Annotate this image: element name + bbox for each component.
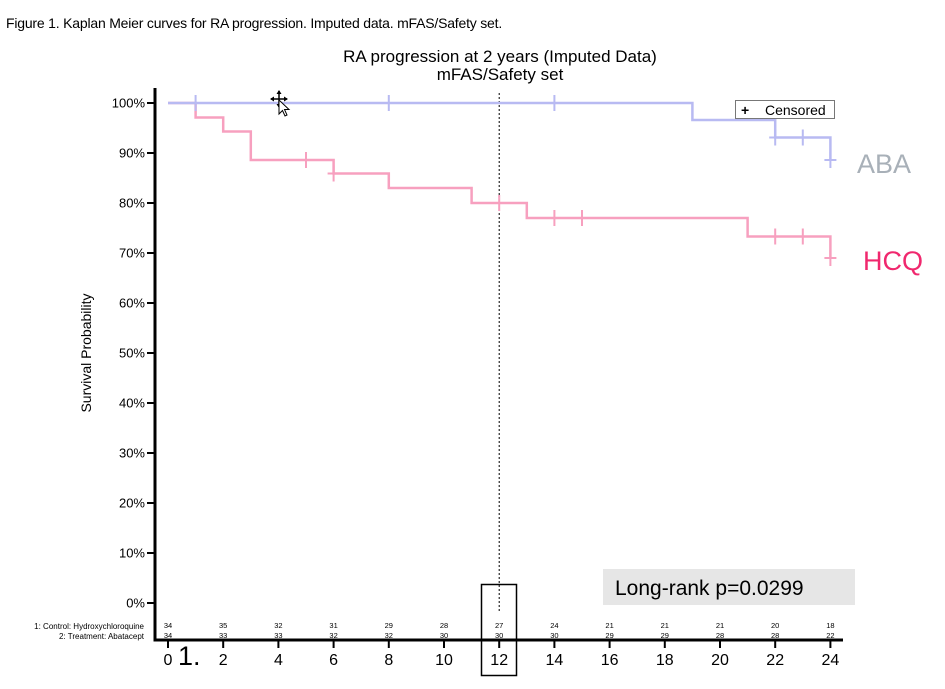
y-tick-label: 60% [119, 296, 145, 311]
y-axis-label: Survival Probability [78, 293, 94, 412]
risk-count: 32 [274, 621, 282, 630]
x-tick-label: 6 [329, 652, 338, 669]
x-tick-label: 2 [219, 652, 228, 669]
censor-mark-aba [769, 129, 782, 146]
risk-count: 34 [164, 621, 172, 630]
curve-aba [168, 101, 832, 160]
censor-mark-hcq [300, 152, 312, 168]
y-tick-label: 30% [119, 446, 145, 461]
y-tick-label: 90% [119, 146, 145, 161]
y-tick-label: 40% [119, 396, 145, 411]
pvalue-annotation: Long-rank p=0.0299 [603, 569, 855, 605]
risk-count: 28 [771, 631, 779, 640]
y-tick-label: 80% [119, 196, 145, 211]
risk-count: 21 [716, 621, 724, 630]
legend-box [735, 100, 835, 119]
censor-mark-aba [824, 152, 837, 168]
chart-subtitle: mFAS/Safety set [436, 65, 564, 84]
censor-mark-aba [189, 95, 202, 111]
pvalue-box [603, 569, 855, 605]
risk-count: 21 [661, 621, 669, 630]
risk-count: 32 [329, 631, 337, 640]
risk-count: 24 [550, 621, 558, 630]
overlay-text: 1. [178, 641, 201, 671]
x-tick-label: 4 [274, 652, 283, 669]
risk-count: 29 [661, 631, 669, 640]
risk-count: 30 [440, 631, 448, 640]
censor-mark-hcq [493, 195, 506, 211]
risk-count: 18 [826, 621, 834, 630]
censor-mark-hcq [327, 165, 340, 182]
highlight-box-12 [480, 583, 518, 677]
censor-mark-hcq [548, 210, 561, 226]
series-label-aba: ABA [857, 149, 911, 179]
x-tick-label: 12 [490, 652, 508, 669]
risk-count: 31 [329, 621, 337, 630]
y-tick-label: 50% [119, 346, 145, 361]
risk-count: 30 [550, 631, 558, 640]
risk-count: 33 [219, 631, 227, 640]
x-tick-label: 20 [711, 652, 729, 669]
y-tick-label: 100% [112, 96, 146, 111]
risk-count: 30 [495, 631, 503, 640]
risk-count: 32 [385, 631, 393, 640]
risk-row-label: 1: Control: Hydroxychloroquine [34, 622, 144, 631]
x-tick-label: 22 [766, 652, 784, 669]
censor-marks [189, 95, 837, 266]
x-tick-label: 14 [546, 652, 564, 669]
risk-count: 34 [164, 631, 172, 640]
figure-caption: Figure 1. Kaplan Meier curves for RA pro… [6, 15, 503, 31]
censor-mark-hcq [824, 250, 837, 266]
y-tick-label: 70% [119, 246, 145, 261]
legend-label: Censored [765, 102, 826, 118]
x-tick-label: 16 [601, 652, 619, 669]
y-tick-label: 0% [126, 596, 145, 611]
censor-mark-aba [382, 95, 395, 111]
censor-mark-hcq [796, 228, 809, 245]
curve-hcq [168, 101, 832, 258]
pvalue-text: Long-rank p=0.0299 [615, 577, 804, 600]
curves [168, 101, 832, 258]
x-tick-label: 24 [822, 652, 840, 669]
risk-count: 29 [605, 631, 613, 640]
axes: 0% 10% 20% 30% 40% 50% 60% 70% 80% 90% 100% Surviva… [78, 88, 843, 669]
x-tick-label: 18 [656, 652, 674, 669]
pointer-cursor-icon [278, 98, 291, 117]
risk-row-label: 2: Treatment: Abatacept [59, 632, 145, 641]
risk-count: 28 [716, 631, 724, 640]
risk-count: 27 [495, 621, 503, 630]
censor-mark-hcq [769, 228, 782, 245]
risk-count: 21 [605, 621, 613, 630]
legend: + Censored [735, 100, 835, 119]
x-tick-label: 8 [384, 652, 393, 669]
risk-count: 33 [274, 631, 282, 640]
risk-count: 22 [826, 631, 834, 640]
chart-title: RA progression at 2 years (Imputed Data) [343, 47, 657, 66]
risk-count: 29 [385, 621, 393, 630]
x-tick-label: 0 [164, 652, 173, 669]
y-tick-label: 20% [119, 496, 145, 511]
legend-symbol: + [741, 102, 749, 118]
y-tick-label: 10% [119, 546, 145, 561]
censor-mark-aba [796, 129, 809, 146]
censor-mark-aba [548, 95, 561, 111]
censor-mark-hcq [576, 210, 588, 226]
risk-table: 1: Control: Hydroxychloroquine 34 35 32 31 29… [34, 621, 834, 641]
series-label-hcq: HCQ [863, 246, 923, 276]
x-tick-label: 10 [435, 652, 453, 669]
risk-count: 28 [440, 621, 448, 630]
risk-count: 20 [771, 621, 779, 630]
risk-count: 35 [219, 621, 227, 630]
